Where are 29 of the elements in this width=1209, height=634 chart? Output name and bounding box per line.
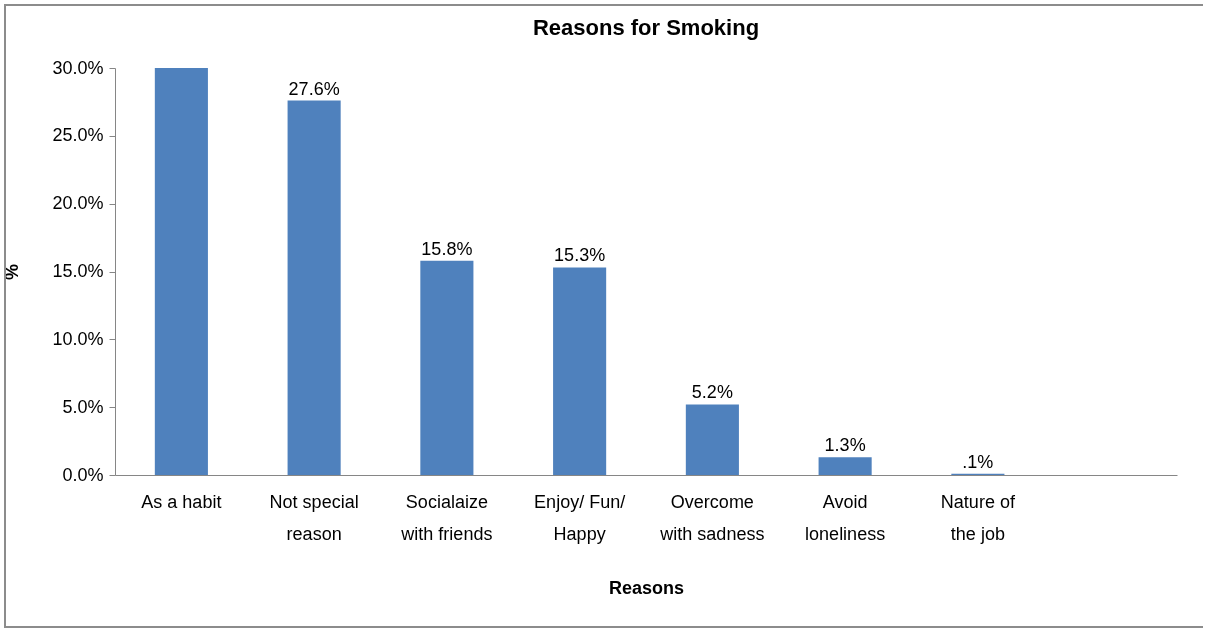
x-tick-label: Not special reason xyxy=(269,491,359,544)
y-tick-label: 5.0% xyxy=(62,396,104,417)
data-label: 27.6% xyxy=(288,78,340,99)
chart-title: Reasons for Smoking xyxy=(532,15,760,40)
y-tick-label: 0.0% xyxy=(62,464,104,485)
data-label: 15.8% xyxy=(421,238,473,259)
y-tick-label: 10.0% xyxy=(52,328,104,349)
x-tick-label: Enjoy/ Fun/ Happy xyxy=(534,491,626,544)
y-tick-label: 25.0% xyxy=(52,125,104,146)
x-tick-label: Socialaize with friends xyxy=(400,491,493,544)
x-tick-label: Overcome with sadness xyxy=(659,491,765,544)
data-label: 5.2% xyxy=(691,382,733,403)
data-label: 15.3% xyxy=(554,245,606,266)
bar xyxy=(420,260,474,475)
y-axis-title: % xyxy=(2,263,23,281)
bar xyxy=(553,267,607,475)
bar xyxy=(154,68,208,475)
x-tick-label: Nature of the job xyxy=(940,491,1016,544)
data-label: .1% xyxy=(962,451,994,472)
y-tick-label: 20.0% xyxy=(52,193,104,214)
bar xyxy=(818,457,872,475)
x-tick-label: As a habit xyxy=(141,491,222,512)
bar xyxy=(287,100,341,475)
bar xyxy=(685,404,739,475)
data-label: 1.3% xyxy=(824,435,866,456)
y-tick-label: 15.0% xyxy=(52,261,104,281)
x-axis-title: Reasons xyxy=(608,577,685,598)
x-tick-label: Avoid loneliness xyxy=(805,491,886,544)
y-tick-label: 30.0% xyxy=(52,57,104,78)
